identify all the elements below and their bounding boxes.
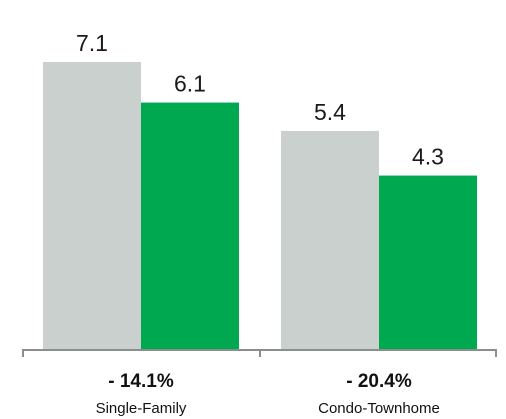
percent-change-label: - 20.4% — [346, 371, 412, 392]
category-labels: - 14.1% Single-Family - 20.4% Condo-Townhom… — [96, 371, 440, 417]
bar-1-series-1 — [43, 62, 141, 350]
category-label: Condo-Townhome — [318, 400, 440, 417]
bar-2-series-2 — [379, 176, 477, 350]
bar-value-label: 4.3 — [412, 144, 444, 170]
percent-change-label: - 14.1% — [108, 371, 174, 392]
bar-value-label: 5.4 — [314, 99, 346, 125]
x-axis — [22, 350, 497, 357]
bar-1-series-2 — [141, 103, 239, 350]
bar-2-series-1 — [281, 131, 379, 350]
bar-value-label: 6.1 — [174, 71, 206, 97]
category-label: Single-Family — [96, 400, 187, 417]
bars-layer — [43, 62, 477, 350]
bar-value-label: 7.1 — [76, 30, 108, 56]
